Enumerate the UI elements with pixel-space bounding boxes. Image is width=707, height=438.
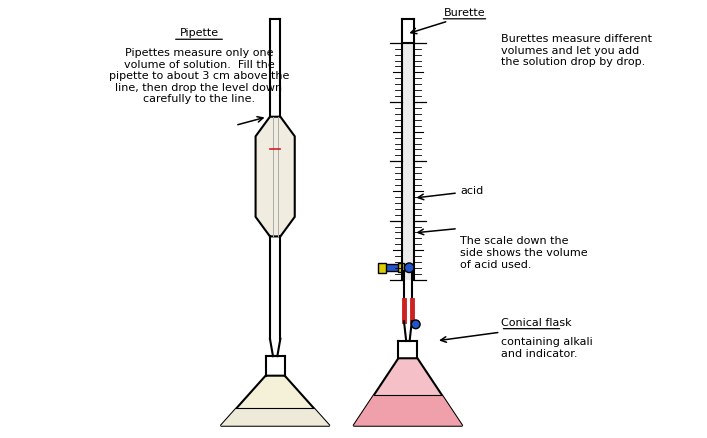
- Text: The scale down the
side shows the volume
of acid used.: The scale down the side shows the volume…: [460, 237, 588, 270]
- Text: containing alkali
and indicator.: containing alkali and indicator.: [501, 337, 593, 359]
- Bar: [398, 263, 404, 272]
- Polygon shape: [255, 117, 295, 237]
- Polygon shape: [354, 395, 462, 426]
- Text: Burettes measure different
volumes and let you add
the solution drop by drop.: Burettes measure different volumes and l…: [501, 34, 653, 67]
- Polygon shape: [221, 408, 329, 426]
- Bar: [385, 264, 399, 271]
- Text: acid: acid: [460, 186, 484, 196]
- Circle shape: [411, 320, 420, 328]
- Text: Conical flask: Conical flask: [501, 318, 572, 328]
- Polygon shape: [221, 376, 329, 426]
- Text: Pipettes measure only one
volume of solution.  Fill the
pipette to about 3 cm ab: Pipettes measure only one volume of solu…: [109, 48, 289, 104]
- Bar: [378, 263, 386, 272]
- Polygon shape: [402, 43, 414, 280]
- Text: Pipette: Pipette: [180, 28, 218, 39]
- Circle shape: [404, 263, 414, 272]
- Polygon shape: [354, 358, 462, 426]
- Text: Burette: Burette: [444, 8, 485, 18]
